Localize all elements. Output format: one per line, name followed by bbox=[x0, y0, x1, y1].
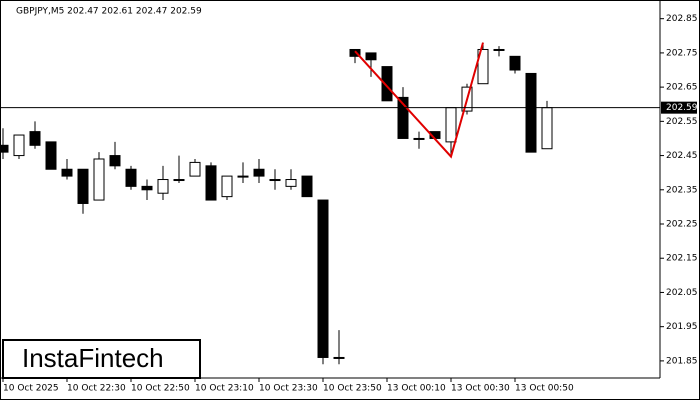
candle-body bbox=[381, 66, 393, 102]
logo-box bbox=[2, 339, 201, 379]
candle-body bbox=[141, 185, 153, 191]
candle-body bbox=[0, 144, 9, 153]
candle-body bbox=[253, 168, 265, 177]
candle-body bbox=[365, 52, 377, 61]
y-tick-label: 202.05 bbox=[666, 288, 698, 298]
x-tick-label: 10 Oct 22:50 bbox=[131, 384, 190, 394]
y-tick-label: 202.65 bbox=[666, 83, 698, 93]
y-tick-label: 202.15 bbox=[666, 254, 698, 264]
y-tick-label: 202.35 bbox=[666, 185, 698, 195]
candle-body bbox=[45, 141, 57, 170]
y-tick-label: 202.55 bbox=[666, 117, 698, 127]
y-tick-label: 202.75 bbox=[666, 48, 698, 58]
y-tick-label: 201.85 bbox=[666, 356, 698, 366]
candle-body bbox=[317, 199, 329, 358]
x-tick-label: 13 Oct 00:50 bbox=[515, 384, 574, 394]
x-tick-label: 13 Oct 00:30 bbox=[451, 384, 510, 394]
candle-body bbox=[493, 48, 505, 51]
candle-body bbox=[77, 168, 89, 204]
x-tick-label: 10 Oct 23:30 bbox=[259, 384, 318, 394]
candle-body bbox=[237, 175, 249, 178]
candle-body bbox=[189, 161, 201, 177]
x-tick-label: 10 Oct 23:50 bbox=[323, 384, 382, 394]
chart-title: GBPJPY,M5 202.47 202.61 202.47 202.59 bbox=[16, 7, 202, 17]
candle-body bbox=[509, 55, 521, 71]
x-tick-label: 10 Oct 22:30 bbox=[67, 384, 126, 394]
candle-body bbox=[349, 48, 361, 57]
y-tick-label: 202.25 bbox=[666, 220, 698, 230]
y-tick-label: 202.85 bbox=[666, 14, 698, 24]
candle-body bbox=[125, 168, 137, 187]
candle-body bbox=[269, 179, 281, 182]
candle-body bbox=[109, 155, 121, 167]
candle-body bbox=[173, 179, 185, 182]
candle-body bbox=[93, 158, 105, 201]
candle-body bbox=[397, 96, 409, 139]
pattern-line bbox=[354, 42, 484, 159]
candle-body bbox=[445, 107, 457, 143]
candle-body bbox=[541, 107, 553, 150]
candle-body bbox=[205, 165, 217, 201]
candle-body bbox=[29, 131, 41, 146]
candle-body bbox=[13, 134, 25, 157]
candle-body bbox=[413, 137, 425, 140]
candle-body bbox=[477, 48, 489, 85]
candle-body bbox=[333, 356, 345, 359]
candle-body bbox=[301, 175, 313, 198]
y-tick-label: 201.95 bbox=[666, 322, 698, 332]
candle-body bbox=[285, 179, 297, 187]
candle-body bbox=[157, 179, 169, 194]
y-tick-label: 202.45 bbox=[666, 151, 698, 161]
x-tick-label: 10 Oct 2025 bbox=[3, 384, 59, 394]
candle-body bbox=[525, 72, 537, 153]
x-tick-label: 10 Oct 23:10 bbox=[195, 384, 254, 394]
x-tick-label: 13 Oct 00:10 bbox=[387, 384, 446, 394]
current-price-tag bbox=[661, 101, 697, 114]
current-price-label: 202.59 bbox=[666, 103, 698, 113]
candle-body bbox=[61, 168, 73, 177]
candle-body bbox=[221, 175, 233, 198]
logo: InstaFintech bbox=[22, 343, 164, 373]
